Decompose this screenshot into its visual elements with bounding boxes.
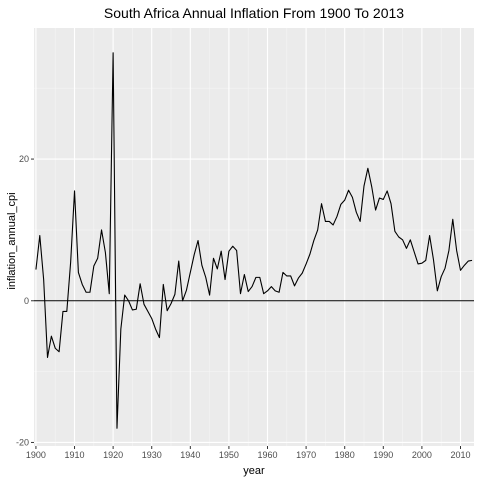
- y-tick-label: 0: [24, 296, 29, 306]
- x-tick-label: 1940: [180, 450, 200, 460]
- inflation-series-line: [35, 52, 473, 429]
- x-tick-label: 1910: [65, 450, 85, 460]
- x-tick-label: 1920: [103, 450, 123, 460]
- y-axis: -20 0 20: [16, 154, 34, 447]
- y-axis-title: inflation_annual_cpi: [6, 192, 18, 289]
- plot-background: [34, 28, 474, 446]
- chart-title: South Africa Annual Inflation From 1900 …: [104, 5, 404, 21]
- x-tick-label: 1950: [219, 450, 239, 460]
- x-tick-label: 1990: [373, 450, 393, 460]
- x-axis: 1900 1910 1920 1930 1940 1950 1960 1970 1980 1990…: [26, 446, 471, 460]
- x-tick-label: 1960: [257, 450, 277, 460]
- x-tick-label: 2010: [450, 450, 470, 460]
- x-tick-label: 1930: [142, 450, 162, 460]
- x-tick-label: 2000: [412, 450, 432, 460]
- y-tick-label: 20: [19, 154, 29, 164]
- x-tick-label: 1970: [296, 450, 316, 460]
- plot-panel: [34, 28, 474, 446]
- x-tick-label: 1900: [26, 450, 46, 460]
- x-tick-label: 1980: [335, 450, 355, 460]
- y-tick-label: -20: [16, 437, 29, 447]
- x-axis-title: year: [243, 465, 265, 477]
